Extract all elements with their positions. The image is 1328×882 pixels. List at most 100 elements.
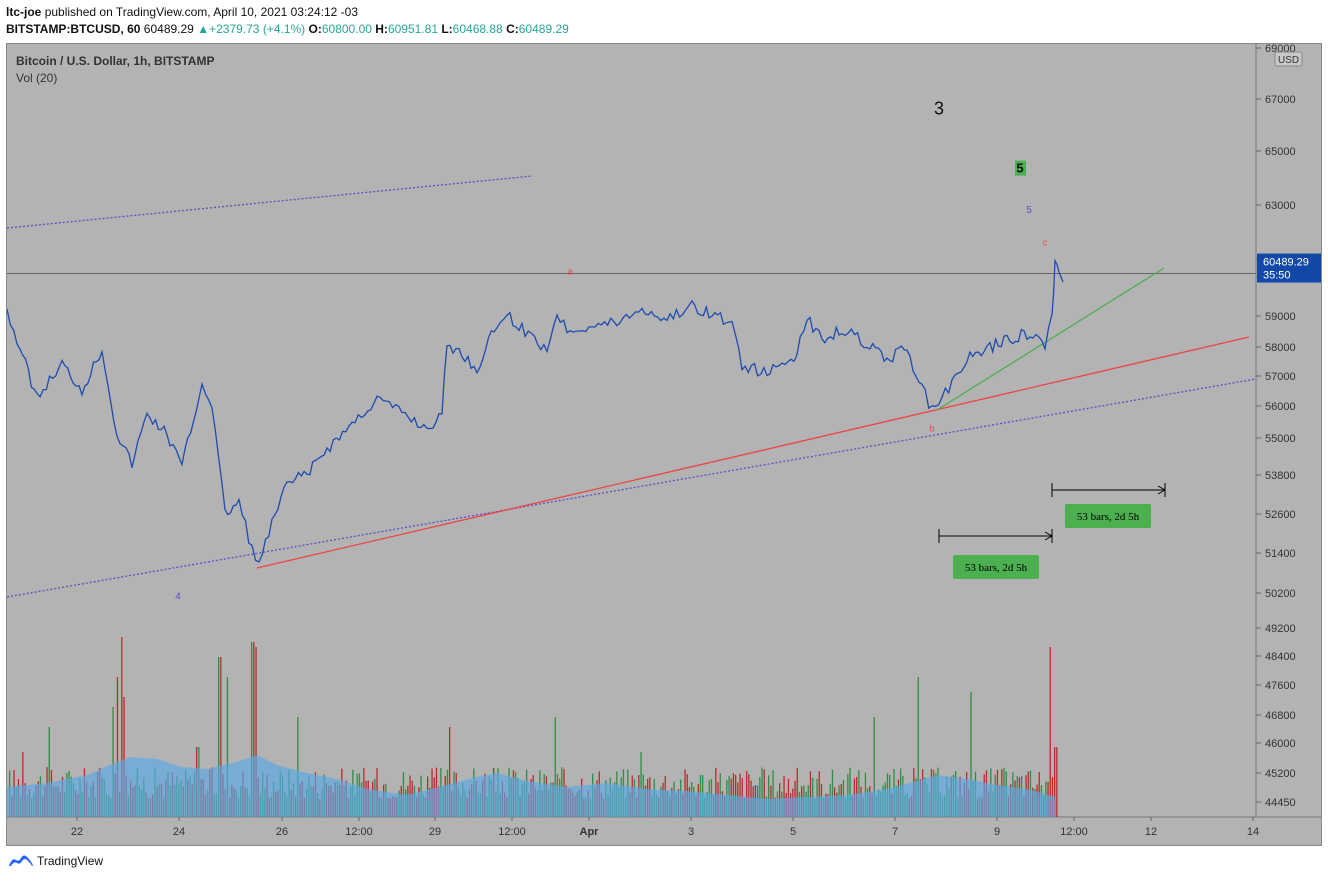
price-tick-label: 50200 xyxy=(1265,588,1296,600)
price-tick-label: 55000 xyxy=(1265,433,1296,445)
time-tick-label: 24 xyxy=(173,826,185,838)
volume-bar xyxy=(640,752,642,817)
volume-bar xyxy=(554,717,556,817)
green-trendline xyxy=(936,267,1165,411)
currency-box xyxy=(1274,51,1303,67)
time-tick-label: 12:00 xyxy=(345,826,373,838)
volume-bar xyxy=(849,767,851,817)
open-label: O: xyxy=(308,22,322,36)
currency-label: USD xyxy=(1278,55,1299,66)
high-value: 60951.81 xyxy=(387,22,438,36)
volume-bar xyxy=(783,776,785,817)
open-value: 60800.00 xyxy=(321,22,372,36)
volume-bar xyxy=(809,771,812,817)
volume-bar xyxy=(761,767,763,817)
time-tick-label: 26 xyxy=(276,826,288,838)
volume-bar xyxy=(48,727,50,817)
volume-bar xyxy=(831,769,834,817)
volume-bar xyxy=(226,677,229,817)
tradingview-footer[interactable]: TradingView xyxy=(8,854,103,868)
price-badge xyxy=(1257,253,1321,283)
volume-bar xyxy=(768,775,770,817)
measure-label-box xyxy=(953,555,1039,579)
publish-info: ltc-joe published on TradingView.com, Ap… xyxy=(6,5,358,19)
time-tick-label: 14 xyxy=(1247,826,1259,838)
chart-area[interactable]: 6900067000650006300061000590005800057000… xyxy=(6,43,1322,846)
price-tick-label: 65000 xyxy=(1265,146,1296,158)
time-tick-label: 12:00 xyxy=(498,826,526,838)
time-tick-label: 7 xyxy=(892,826,898,838)
bars-range-measure: 53 bars, 2d 5h xyxy=(1051,483,1167,528)
volume-bar xyxy=(748,774,750,817)
volume-bar xyxy=(763,769,765,817)
volume-bar xyxy=(873,717,875,817)
time-tick-label: 12 xyxy=(1145,826,1157,838)
price-tick-label: 63000 xyxy=(1265,200,1296,212)
volume-bar xyxy=(970,692,972,817)
volume-bar xyxy=(739,773,741,817)
price-axis-bg xyxy=(1256,44,1321,845)
volume-legend: Vol (20) xyxy=(16,71,58,85)
volume-bar xyxy=(220,657,222,817)
volume-bar xyxy=(1054,747,1056,817)
price-tick-label: 47600 xyxy=(1265,680,1296,692)
price-tick-label: 51400 xyxy=(1265,548,1296,560)
volume-bar xyxy=(449,727,451,817)
price-tick-label: 57000 xyxy=(1265,371,1296,383)
price-tick-label: 45200 xyxy=(1265,768,1296,780)
measure-label: 53 bars, 2d 5h xyxy=(965,562,1028,574)
time-tick-label: 12:00 xyxy=(1060,826,1088,838)
wave-label: c xyxy=(1043,238,1048,248)
wave-label: 4 xyxy=(175,592,181,603)
tradingview-logo-icon xyxy=(9,855,33,866)
price-tick-label: 69000 xyxy=(1265,44,1296,55)
red-trendline xyxy=(256,336,1250,569)
measure-label-box xyxy=(1065,504,1151,528)
volume-bar xyxy=(22,752,24,817)
time-tick-label: 29 xyxy=(429,826,441,838)
volume-bar xyxy=(218,657,220,817)
price-tick-label: 48400 xyxy=(1265,651,1296,663)
price-badge-countdown: 35:50 xyxy=(1263,270,1291,282)
author-name[interactable]: ltc-joe xyxy=(6,5,42,19)
wave-label: 5 xyxy=(1026,205,1032,216)
chart-legend-title: Bitcoin / U.S. Dollar, 1h, BITSTAMP xyxy=(16,54,215,68)
price-tick-label: 58000 xyxy=(1265,342,1296,354)
wave-label: 5 xyxy=(1016,161,1023,176)
price-tick-label: 49200 xyxy=(1265,623,1296,635)
volume-bar xyxy=(116,677,119,817)
price-tick-label: 59000 xyxy=(1265,311,1296,323)
price-chart-svg[interactable]: 6900067000650006300061000590005800057000… xyxy=(7,44,1322,846)
volume-bar xyxy=(759,777,761,817)
time-tick-label: 3 xyxy=(688,826,694,838)
volume-bar xyxy=(796,767,798,817)
wave-label-box xyxy=(1015,160,1026,176)
price-tick-label: 67000 xyxy=(1265,94,1296,106)
price-tick-label: 53800 xyxy=(1265,470,1296,482)
volume-bar xyxy=(818,771,820,817)
time-tick-label: 22 xyxy=(71,826,83,838)
btc-price-line xyxy=(7,258,1064,563)
symbol-name: BITSTAMP:BTCUSD, 60 xyxy=(6,22,141,36)
volume-bar xyxy=(732,773,735,817)
volume-bar xyxy=(297,717,299,817)
close-label: C: xyxy=(506,22,519,36)
footer-brand: TradingView xyxy=(37,854,104,868)
volume-bar xyxy=(772,770,774,817)
ohlc-header: BITSTAMP:BTCUSD, 60 60489.29 ▲+2379.73 (… xyxy=(6,22,569,36)
low-label: L: xyxy=(441,22,453,36)
price-badge-value: 60489.29 xyxy=(1263,257,1309,269)
price-tick-label: 46000 xyxy=(1265,738,1296,750)
time-tick-label: 5 xyxy=(790,826,796,838)
price-tick-label: 56000 xyxy=(1265,401,1296,413)
low-value: 60468.88 xyxy=(452,22,503,36)
wave-label: a xyxy=(567,267,572,277)
volume-bar xyxy=(253,642,255,817)
price-tick-label: 52600 xyxy=(1265,509,1296,521)
measure-label: 53 bars, 2d 5h xyxy=(1077,511,1140,523)
wave-label: b xyxy=(929,424,934,434)
volume-ma-area xyxy=(7,755,1055,817)
high-label: H: xyxy=(375,22,388,36)
volume-bar xyxy=(112,707,114,817)
price-change: +2379.73 (+4.1%) xyxy=(209,22,306,36)
